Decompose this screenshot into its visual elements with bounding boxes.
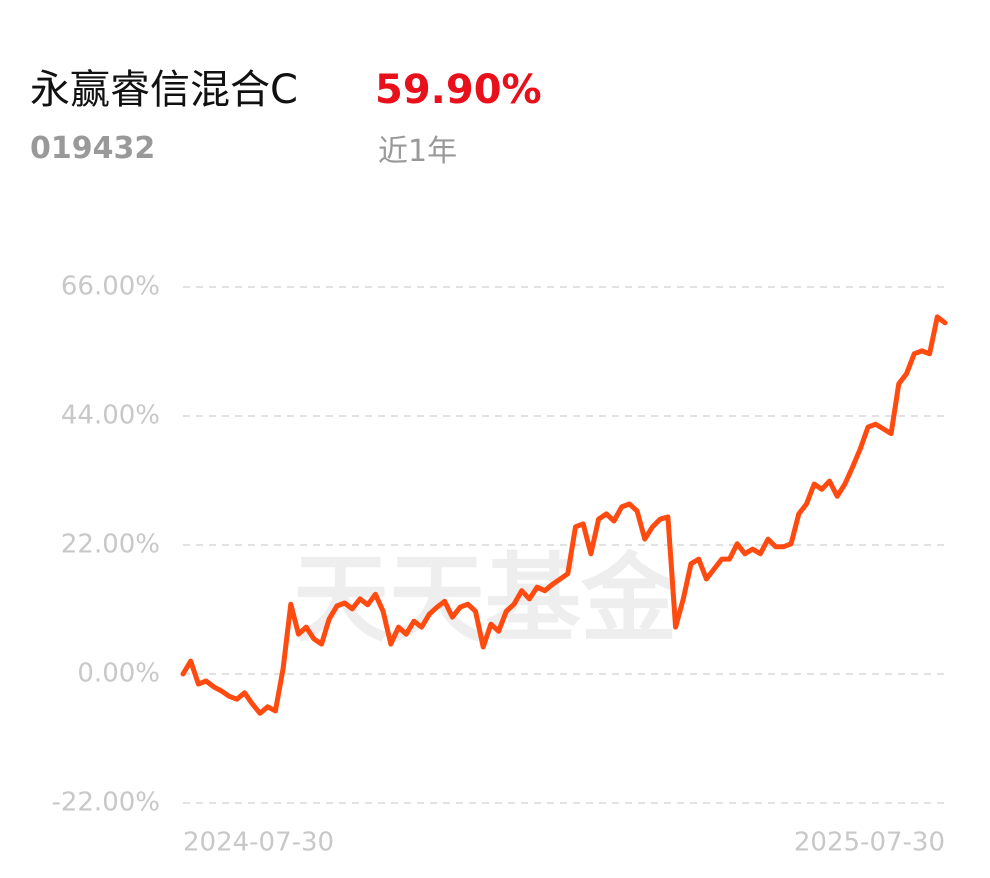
- y-tick-label: 22.00%: [61, 530, 160, 560]
- x-tick-label: 2024-07-30: [183, 828, 334, 858]
- fund-return: 59.90%: [375, 67, 542, 113]
- period-label: 近1年: [378, 134, 457, 169]
- y-tick-label: 66.00%: [61, 272, 160, 302]
- fund-code: 019432: [30, 131, 155, 166]
- y-tick-label: 44.00%: [61, 401, 160, 431]
- y-tick-label: -22.00%: [51, 788, 160, 818]
- price-line: [180, 314, 948, 716]
- y-tick-label: 0.00%: [77, 659, 160, 689]
- x-tick-label: 2025-07-30: [794, 828, 945, 858]
- fund-title: 永赢睿信混合C: [30, 67, 298, 113]
